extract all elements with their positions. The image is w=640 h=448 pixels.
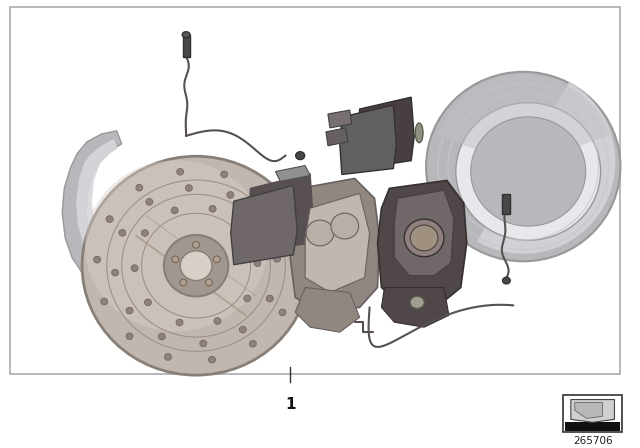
Ellipse shape — [410, 225, 438, 251]
Polygon shape — [275, 166, 310, 181]
Ellipse shape — [426, 72, 620, 261]
Ellipse shape — [171, 207, 178, 214]
Ellipse shape — [82, 156, 310, 375]
Ellipse shape — [284, 227, 291, 233]
Bar — [565, 422, 620, 431]
Ellipse shape — [259, 218, 266, 224]
Ellipse shape — [85, 160, 268, 332]
Bar — [183, 34, 190, 56]
Ellipse shape — [209, 356, 216, 363]
Ellipse shape — [119, 229, 126, 236]
Polygon shape — [305, 194, 369, 293]
Ellipse shape — [259, 192, 266, 198]
Polygon shape — [231, 185, 297, 265]
Polygon shape — [62, 131, 132, 297]
Ellipse shape — [205, 279, 212, 286]
Ellipse shape — [214, 318, 221, 324]
Text: 265706: 265706 — [573, 436, 612, 446]
Ellipse shape — [292, 268, 298, 275]
Ellipse shape — [331, 213, 358, 239]
Ellipse shape — [415, 123, 423, 143]
Ellipse shape — [209, 206, 216, 212]
Ellipse shape — [213, 256, 220, 263]
Polygon shape — [571, 400, 614, 422]
Ellipse shape — [172, 256, 179, 263]
Polygon shape — [378, 181, 467, 307]
Polygon shape — [381, 288, 449, 327]
Ellipse shape — [273, 255, 280, 262]
Polygon shape — [356, 97, 414, 168]
Ellipse shape — [279, 309, 286, 316]
Polygon shape — [394, 190, 454, 276]
Ellipse shape — [200, 340, 207, 347]
Ellipse shape — [158, 333, 165, 340]
Ellipse shape — [126, 333, 133, 340]
Polygon shape — [326, 128, 348, 146]
FancyBboxPatch shape — [108, 264, 134, 285]
Ellipse shape — [141, 230, 148, 237]
Ellipse shape — [404, 219, 444, 257]
Ellipse shape — [106, 216, 113, 222]
Ellipse shape — [136, 185, 143, 191]
Ellipse shape — [244, 295, 251, 302]
Ellipse shape — [177, 168, 184, 175]
Wedge shape — [436, 74, 610, 167]
Ellipse shape — [111, 269, 118, 276]
Bar — [10, 7, 620, 374]
Ellipse shape — [182, 32, 190, 38]
Bar — [502, 194, 510, 214]
Ellipse shape — [193, 241, 200, 248]
Ellipse shape — [221, 171, 228, 178]
Ellipse shape — [180, 279, 187, 286]
Polygon shape — [291, 178, 380, 312]
Wedge shape — [477, 82, 616, 254]
Polygon shape — [248, 173, 313, 253]
Polygon shape — [295, 288, 360, 332]
Ellipse shape — [502, 277, 510, 284]
Bar — [563, 395, 622, 432]
Ellipse shape — [241, 226, 248, 233]
Ellipse shape — [146, 198, 153, 205]
Ellipse shape — [100, 298, 108, 305]
Polygon shape — [76, 139, 121, 278]
Ellipse shape — [296, 152, 305, 159]
Ellipse shape — [470, 117, 586, 226]
Ellipse shape — [93, 256, 100, 263]
Ellipse shape — [131, 265, 138, 271]
Ellipse shape — [186, 185, 193, 191]
Ellipse shape — [164, 353, 172, 360]
Ellipse shape — [145, 299, 151, 306]
Ellipse shape — [410, 297, 424, 308]
Ellipse shape — [176, 319, 183, 326]
Ellipse shape — [239, 326, 246, 333]
Ellipse shape — [164, 235, 228, 297]
Ellipse shape — [250, 340, 257, 347]
Ellipse shape — [306, 220, 334, 246]
Polygon shape — [328, 110, 352, 128]
Ellipse shape — [456, 103, 600, 240]
Polygon shape — [575, 402, 602, 418]
Ellipse shape — [180, 251, 212, 280]
Ellipse shape — [254, 260, 261, 267]
Ellipse shape — [126, 307, 133, 314]
Polygon shape — [340, 105, 396, 174]
Ellipse shape — [227, 192, 234, 198]
Text: 1: 1 — [285, 396, 296, 412]
Ellipse shape — [266, 295, 273, 302]
